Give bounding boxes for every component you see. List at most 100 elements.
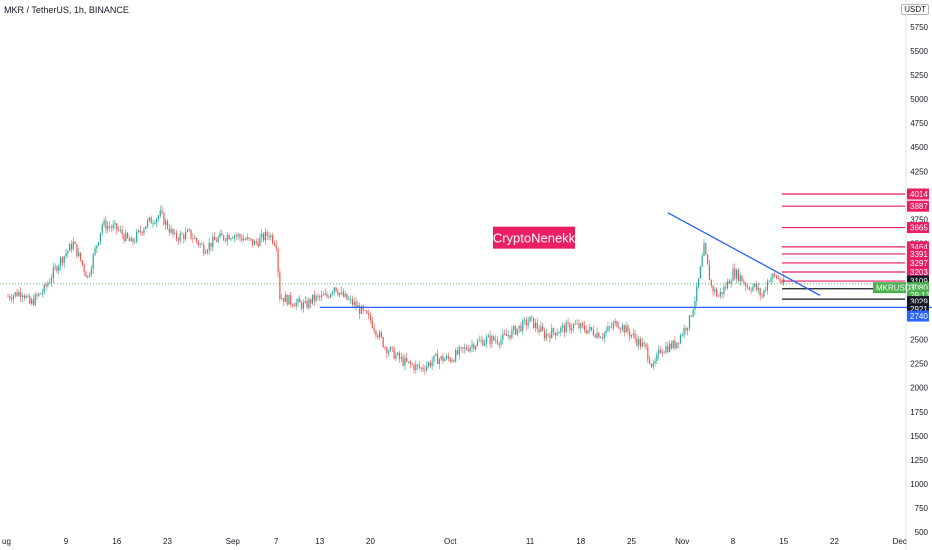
- candle-body: [353, 301, 355, 305]
- x-tick-label: 25: [627, 537, 636, 546]
- candle-body: [54, 266, 56, 268]
- candle-body: [59, 257, 62, 266]
- candle-body: [41, 292, 44, 294]
- x-tick-label: 20: [366, 537, 375, 546]
- candle-body: [290, 295, 292, 305]
- candle-body: [547, 333, 549, 336]
- candle-body: [748, 287, 750, 290]
- candle-body: [745, 283, 747, 287]
- candle-body: [743, 281, 745, 284]
- candle-body: [420, 367, 422, 369]
- candle-body: [395, 354, 397, 359]
- candle-body: [406, 357, 408, 362]
- candle-body: [571, 328, 573, 331]
- candle-body: [306, 300, 308, 308]
- candle-body: [259, 237, 261, 247]
- candle-body: [148, 217, 150, 221]
- candle-body: [172, 228, 174, 234]
- candle-body: [78, 252, 80, 257]
- candle-body: [741, 275, 743, 282]
- x-tick-label: Dec: [893, 537, 907, 546]
- candle-body: [746, 286, 749, 288]
- y-tick-label: 750: [915, 504, 929, 513]
- candle-body: [643, 342, 645, 345]
- candle-body: [230, 238, 232, 240]
- candle-body: [21, 295, 24, 297]
- candle-body: [168, 228, 170, 233]
- x-axis: ug 9 16 23 Sep 7 13 20 Oct 11 18 25 Nov 8 15 22 Dec: [2, 537, 907, 546]
- candle-body: [38, 293, 40, 296]
- price-tag-label: 3665: [910, 224, 928, 233]
- candle-body: [620, 328, 622, 330]
- candle-body: [223, 235, 225, 240]
- candle-body: [45, 284, 47, 287]
- candle-body: [607, 326, 609, 331]
- price-tag: [907, 289, 929, 301]
- candle-body: [25, 295, 27, 298]
- y-tick-label: 2500: [910, 336, 928, 345]
- candle-body: [634, 333, 636, 339]
- candle-body: [516, 328, 518, 335]
- candle-body: [103, 220, 105, 225]
- candle-body: [696, 286, 698, 302]
- candle-body: [29, 295, 31, 304]
- price-tag-label: 3297: [910, 259, 928, 268]
- candle-body: [683, 327, 685, 336]
- candle-body: [181, 233, 183, 235]
- candle-body: [672, 340, 674, 349]
- candle-body: [429, 362, 431, 366]
- candle-body: [221, 233, 223, 236]
- candle-body: [703, 243, 705, 257]
- candle-body: [146, 220, 149, 226]
- currency-badge[interactable]: USDT: [901, 4, 929, 15]
- candle-body: [473, 344, 475, 350]
- candle-body: [534, 322, 537, 329]
- candle-body: [333, 287, 335, 292]
- price-tag: [907, 266, 929, 278]
- candle-body: [241, 237, 243, 241]
- candle-body: [79, 252, 82, 261]
- candle-body: [377, 335, 379, 338]
- candle-body: [623, 325, 625, 333]
- price-tag: [907, 188, 929, 200]
- candle-body: [362, 306, 364, 311]
- candle-body: [185, 232, 187, 240]
- candle-body: [128, 237, 131, 242]
- candle-body: [652, 363, 654, 367]
- candle-body: [391, 347, 393, 348]
- candle-body: [297, 298, 299, 303]
- candle-body: [610, 326, 613, 328]
- candle-body: [770, 277, 772, 281]
- candle-body: [736, 270, 738, 279]
- candle-body: [427, 362, 430, 366]
- candle-body: [460, 347, 462, 349]
- candle-body: [493, 336, 495, 341]
- candle-body: [755, 283, 758, 290]
- candle-body: [210, 242, 212, 247]
- candle-body: [632, 333, 634, 335]
- y-tick-label: 2000: [910, 384, 928, 393]
- candle-body: [272, 235, 274, 243]
- candle-body: [781, 281, 783, 284]
- candle-body: [618, 326, 620, 329]
- price-tag: [907, 303, 929, 315]
- candle-body: [270, 235, 272, 238]
- candle-body: [766, 281, 769, 291]
- candle-body: [701, 256, 703, 267]
- candle-body: [85, 271, 87, 277]
- candle-body: [389, 347, 392, 351]
- candle-body: [96, 245, 98, 249]
- candle-body: [678, 342, 680, 344]
- candle-body: [23, 295, 25, 298]
- candle-body: [219, 233, 221, 238]
- candle-body: [411, 364, 413, 365]
- candle-body: [523, 319, 526, 321]
- candle-body: [16, 292, 18, 297]
- price-tag: [907, 296, 929, 308]
- candle-body: [400, 357, 402, 359]
- candle-body: [467, 349, 469, 352]
- candle-body: [757, 288, 759, 290]
- candle-body: [18, 292, 20, 297]
- candle-body: [286, 294, 288, 305]
